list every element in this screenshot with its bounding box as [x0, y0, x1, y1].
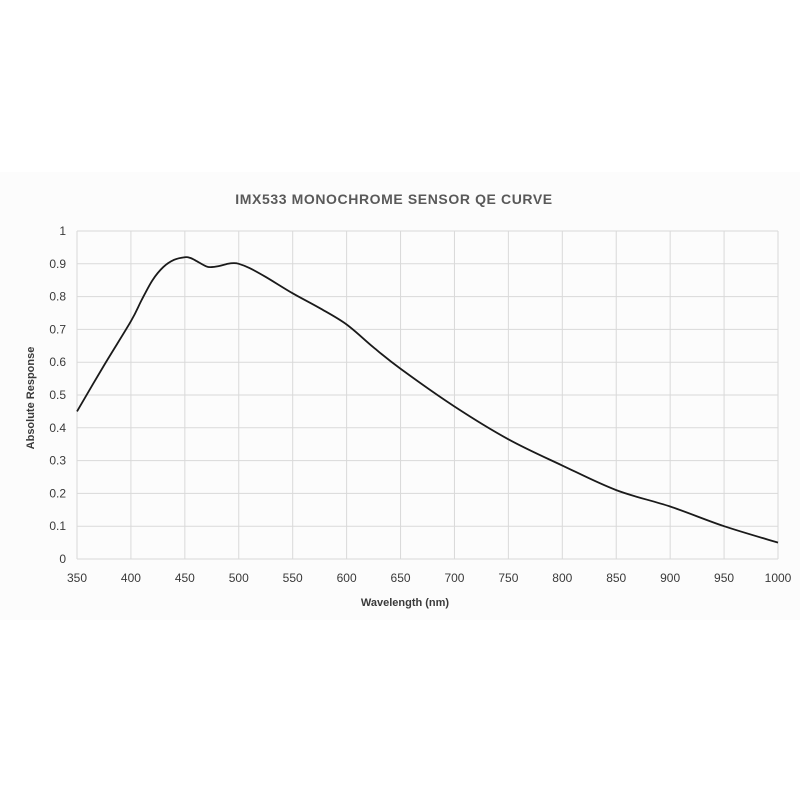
x-tick-label: 450 — [175, 571, 195, 585]
grid — [76, 230, 779, 560]
x-tick-label: 550 — [283, 571, 303, 585]
x-axis-title: Wavelength (nm) — [361, 597, 450, 609]
y-tick-label: 0.3 — [49, 454, 66, 468]
x-tick-label: 500 — [229, 571, 249, 585]
x-tick-label: 800 — [552, 571, 572, 585]
y-tick-label: 0.6 — [49, 355, 66, 369]
y-axis-title: Absolute Response — [25, 347, 37, 450]
x-tick-label: 950 — [714, 571, 734, 585]
x-tick-label: 350 — [67, 571, 87, 585]
y-tick-label: 0.4 — [49, 421, 66, 435]
x-tick-label: 750 — [498, 571, 518, 585]
chart-title: IMX533 MONOCHROME SENSOR QE CURVE — [235, 191, 552, 207]
y-tick-label: 1 — [59, 224, 66, 238]
y-tick-label: 0.2 — [49, 486, 66, 500]
y-tick-label: 0.1 — [49, 519, 66, 533]
x-tick-label: 850 — [606, 571, 626, 585]
y-axis-ticks: 0 0.1 0.2 0.3 0.4 0.5 0.6 0.7 0.8 0.9 1 — [49, 224, 66, 566]
x-tick-label: 400 — [121, 571, 141, 585]
qe-curve-line — [76, 256, 779, 544]
y-tick-label: 0.7 — [49, 322, 66, 336]
x-tick-label: 1000 — [765, 571, 792, 585]
y-tick-label: 0 — [59, 552, 66, 566]
chart-panel — [0, 172, 800, 620]
y-tick-label: 0.5 — [49, 388, 66, 402]
x-tick-label: 900 — [660, 571, 680, 585]
x-axis-ticks: 350 400 450 500 550 600 650 700 750 800 850 900 950 1… — [67, 571, 792, 585]
x-tick-label: 650 — [391, 571, 411, 585]
y-tick-label: 0.8 — [49, 290, 66, 304]
y-tick-label: 0.9 — [49, 257, 66, 271]
x-tick-label: 600 — [337, 571, 357, 585]
x-tick-label: 700 — [444, 571, 464, 585]
